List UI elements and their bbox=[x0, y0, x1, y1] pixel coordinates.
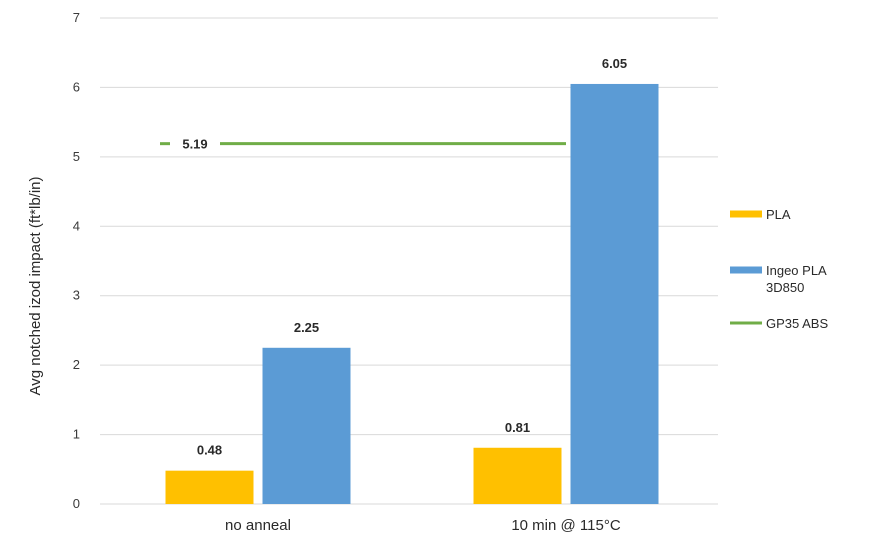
y-tick-label: 3 bbox=[73, 288, 80, 303]
bar-pla bbox=[473, 447, 562, 504]
y-tick-label: 0 bbox=[73, 496, 80, 511]
bar-pla bbox=[165, 470, 254, 504]
category-label: no anneal bbox=[225, 517, 291, 534]
y-tick-label: 7 bbox=[73, 10, 80, 25]
category-label: 10 min @ 115°C bbox=[511, 517, 620, 534]
y-tick-label: 6 bbox=[73, 79, 80, 94]
y-tick-labels: 0 1 2 3 4 5 6 7 bbox=[73, 10, 80, 511]
data-label: 6.05 bbox=[602, 56, 627, 71]
legend-swatch bbox=[730, 266, 762, 274]
data-labels: 0.48 2.25 0.81 6.05 bbox=[197, 56, 627, 458]
legend-swatch bbox=[730, 210, 762, 218]
bar-ingeo-pla-3d850 bbox=[570, 83, 659, 504]
data-label: 2.25 bbox=[294, 320, 319, 335]
data-label: 0.48 bbox=[197, 443, 222, 458]
data-label: 0.81 bbox=[505, 420, 530, 435]
y-tick-label: 2 bbox=[73, 357, 80, 372]
y-axis-label: Avg notched izod impact (ft*lb/in) bbox=[27, 176, 44, 395]
legend-label-line: GP35 ABS bbox=[766, 316, 828, 331]
legend-swatch bbox=[730, 321, 762, 325]
reference-line-label: 5.19 bbox=[182, 137, 207, 152]
category-labels: no anneal 10 min @ 115°C bbox=[225, 517, 621, 534]
legend-label-line: 3D850 bbox=[766, 280, 804, 295]
legend: PLA Ingeo PLA 3D850 GP35 ABS bbox=[730, 207, 828, 331]
legend-label: GP35 ABS bbox=[766, 316, 828, 331]
legend-label: Ingeo PLA 3D850 bbox=[766, 263, 827, 295]
y-tick-label: 4 bbox=[73, 218, 80, 233]
bars bbox=[165, 83, 659, 504]
legend-label-line: Ingeo PLA bbox=[766, 263, 827, 278]
gridlines bbox=[100, 17, 718, 505]
y-tick-label: 1 bbox=[73, 427, 80, 442]
legend-label: PLA bbox=[766, 207, 791, 222]
bar-ingeo-pla-3d850 bbox=[262, 347, 351, 504]
y-tick-label: 5 bbox=[73, 149, 80, 164]
reference-line-group: 5.19 bbox=[160, 137, 566, 152]
legend-label-line: PLA bbox=[766, 207, 791, 222]
